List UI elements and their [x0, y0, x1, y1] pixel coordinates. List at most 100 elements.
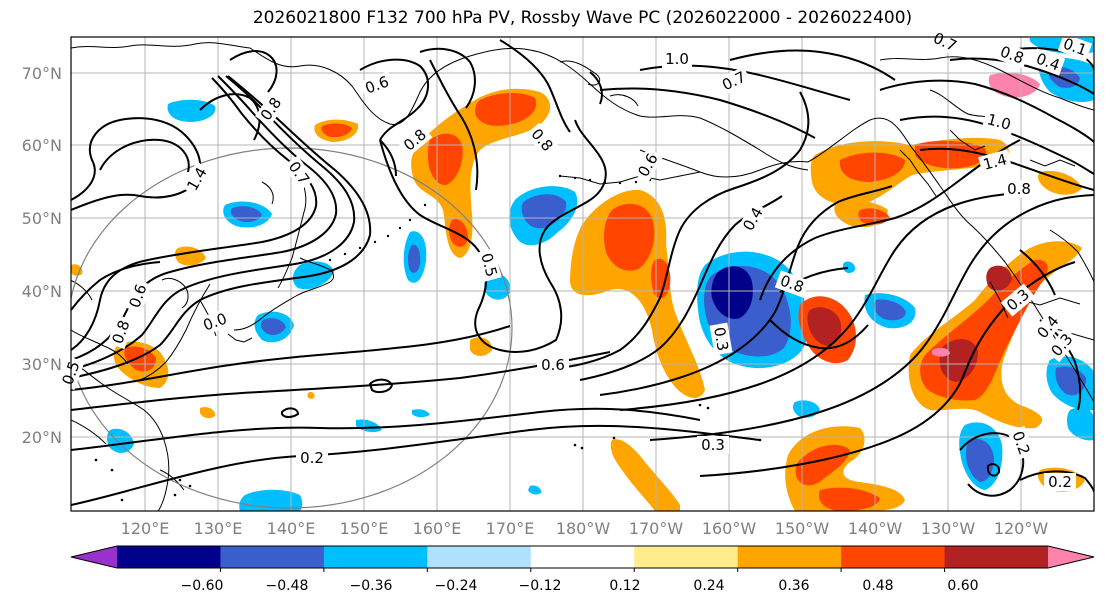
pos-anomaly-shading: [807, 307, 842, 346]
lon-label: 130°E: [194, 519, 243, 538]
pv-contour: [359, 58, 429, 141]
pos-anomaly-shading: [71, 264, 83, 276]
island-dot: [358, 246, 362, 250]
pos-anomaly-shading: [819, 487, 880, 511]
pv-contour: [368, 378, 394, 394]
island-dot: [558, 174, 562, 178]
contour-label: 0.2: [1048, 473, 1072, 491]
pos-anomaly-shading: [795, 444, 850, 486]
reference-circle: [71, 147, 513, 509]
pv-contour: [759, 139, 1021, 301]
contour-label: 0.2: [300, 449, 324, 467]
contour-label: 0.6: [541, 356, 565, 374]
pv-contour: [379, 139, 397, 177]
pv-contour: [281, 407, 300, 418]
pv-contour: [949, 57, 1094, 95]
lon-label: 150°W: [775, 519, 830, 538]
coastline: [233, 257, 334, 331]
pos-anomaly-shading: [604, 203, 655, 271]
pv-contour: [499, 39, 571, 133]
coastline: [71, 42, 531, 126]
pv-contour: [987, 463, 1001, 477]
island-dot: [588, 178, 592, 182]
pos-anomaly-shading: [610, 439, 680, 511]
coastline: [609, 94, 639, 107]
coastline: [949, 129, 986, 151]
island-dot: [580, 446, 584, 450]
pv-contour: [71, 77, 318, 351]
coastline: [1029, 159, 1076, 167]
island-dot: [178, 478, 182, 482]
island-dot: [573, 443, 577, 447]
lon-label: 170°E: [486, 519, 535, 538]
island-dot: [634, 180, 638, 184]
contour-label: 1.4: [981, 150, 1009, 174]
coastline: [71, 279, 93, 301]
pos-anomaly-shading: [839, 152, 905, 182]
coastline: [277, 175, 307, 289]
pv-contour: [99, 138, 190, 173]
pv-contour: [959, 432, 1025, 497]
pos-anomaly-shading: [570, 189, 705, 399]
pv-contour: [71, 117, 202, 211]
island-dot: [698, 403, 702, 407]
lon-label: 160°W: [702, 519, 757, 538]
neg-anomaly-shading: [260, 318, 286, 335]
chart-title: 2026021800 F132 700 hPa PV, Rossby Wave …: [252, 8, 913, 28]
coastline: [71, 329, 129, 365]
contour-label: 0.3: [701, 436, 725, 454]
island-dot: [423, 203, 427, 207]
pv-contour: [229, 50, 278, 93]
pos-anomaly-shading: [986, 265, 1012, 291]
coastline: [879, 56, 1094, 111]
pv-contour: [199, 93, 261, 141]
pv-contours: [71, 39, 1094, 506]
pv-contour: [589, 71, 603, 105]
lat-label: 40°N: [22, 282, 62, 301]
pv-contour: [1019, 249, 1056, 296]
lon-label: 120°W: [994, 519, 1049, 538]
pv-contour: [71, 75, 372, 379]
pv-contour: [619, 191, 1031, 411]
contour-label: 0.3: [710, 326, 732, 353]
island-dot: [94, 458, 98, 462]
neg-anomaly-shading: [107, 428, 134, 453]
island-dot: [408, 218, 412, 222]
lon-label: 170°W: [629, 519, 684, 538]
island-dot: [120, 498, 124, 502]
pv-contour: [71, 75, 356, 371]
lon-label: 140°W: [848, 519, 903, 538]
pv-contour: [71, 424, 761, 506]
contour-label: 1.0: [985, 110, 1013, 134]
pv-contour: [71, 261, 161, 311]
island-dot: [612, 436, 616, 440]
island-dot: [173, 493, 177, 497]
pos-anomaly-shading: [411, 88, 551, 258]
neg-anomaly-shading: [874, 299, 906, 321]
pv-contour: [769, 319, 869, 350]
contour-label: 0.8: [1007, 180, 1031, 198]
pos-anomaly-shading: [1037, 170, 1082, 195]
pos-anomaly-shading: [475, 92, 537, 126]
pv-contour: [71, 75, 338, 361]
neg-anomaly-shading: [412, 409, 430, 418]
pv-contour: [899, 115, 1094, 175]
pv-contour: [419, 47, 476, 109]
pv-contour: [539, 91, 810, 371]
contour-label: 0.5: [477, 251, 501, 279]
pv-contour: [71, 351, 611, 411]
contour-label: 1.0: [665, 50, 689, 68]
pv-contour: [599, 185, 893, 396]
island-dot: [398, 226, 402, 230]
pos-anomaly-shading: [988, 72, 1040, 98]
coastline: [227, 333, 253, 343]
pv-contour: [649, 194, 1094, 441]
islands: [94, 174, 762, 502]
island-dot: [373, 240, 377, 244]
lat-label: 20°N: [22, 428, 62, 447]
lat-label: 60°N: [22, 136, 62, 155]
coastline: [261, 181, 274, 205]
pos-anomaly-shading: [307, 391, 315, 399]
island-dot: [343, 252, 347, 256]
